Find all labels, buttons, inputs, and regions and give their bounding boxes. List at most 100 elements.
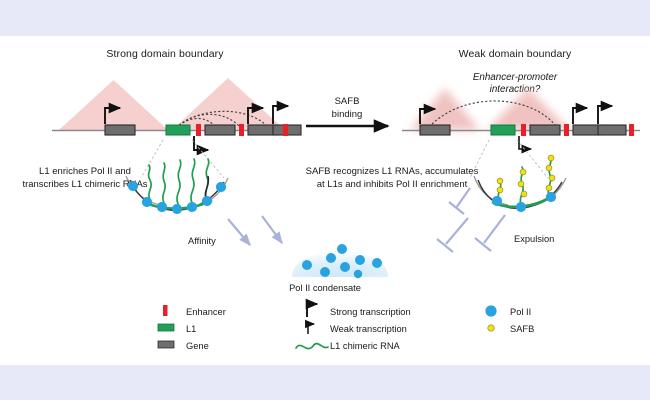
dna-strand-tail [473, 175, 509, 206]
left-domain-triangles [59, 78, 285, 130]
weak-transcription-arrow [518, 136, 533, 154]
enhancer-block [564, 124, 569, 136]
l1-swatch [157, 323, 175, 332]
safb-dot [517, 180, 525, 188]
gene-block [572, 124, 602, 136]
safb-particle-group [496, 154, 556, 198]
left-caption-line2: transcribes L1 chimeric RNAs [22, 178, 148, 190]
right-track-features [419, 100, 634, 154]
left-panel-caption: L1 enriches Pol II and transcribes L1 ch… [5, 166, 165, 191]
strong-transcription-arrow [272, 100, 290, 124]
right-caption-line1: SAFB recognizes L1 RNAs, accumulates [305, 166, 479, 177]
top-decorative-band [0, 0, 650, 36]
polii-dot [186, 201, 198, 213]
left-zoom-guides [140, 139, 225, 179]
left-dashed-arcs [175, 110, 269, 129]
strong-transcription-arrow [305, 298, 319, 317]
legend-label-enhancer: Enhancer [186, 307, 226, 317]
affinity-arrow [261, 215, 283, 245]
polii-dot [171, 203, 183, 215]
expulsion-arrow-group [436, 187, 506, 253]
left-caption-line1: L1 enriches Pol II and [39, 166, 131, 177]
gene-block [104, 124, 136, 136]
left-track-features [104, 100, 302, 156]
safb-dot [545, 184, 553, 192]
legend-label-strong-transcription: Strong transcription [330, 307, 411, 317]
gene-swatch [157, 340, 175, 349]
polii-dot [340, 262, 350, 272]
legend-label-weak-transcription: Weak transcription [330, 324, 407, 334]
affinity-label: Affinity [188, 236, 216, 246]
legend-label-gene: Gene [186, 341, 209, 351]
polii-dot [355, 255, 365, 265]
polii-dot [353, 269, 363, 279]
polii-dot [337, 244, 347, 254]
l1-chimeric-rna-group [497, 156, 552, 206]
l1-block [165, 124, 191, 136]
l1-chimeric-rna-group [147, 158, 210, 205]
right-safb-inset [473, 154, 567, 213]
condensate-dot-group [302, 244, 382, 279]
weak-transcription-arrow [305, 319, 316, 334]
polii-dot [141, 196, 153, 208]
safb-dot [496, 177, 504, 185]
legend-markers [157, 298, 497, 350]
safb-dot [496, 186, 504, 194]
enhancer-block [196, 124, 201, 136]
left-polii-inset [125, 158, 229, 215]
condensate-label: Pol II condensate [289, 283, 361, 293]
enhancer-block [283, 124, 288, 136]
gene-block [597, 124, 627, 136]
polii-particle-group [127, 180, 227, 215]
polii-dot [515, 201, 527, 213]
strong-transcription-arrow [247, 102, 265, 124]
enhancer-promoter-annotation-line1: Enhancer-promoter [472, 72, 558, 83]
right-zoom-guides [469, 139, 549, 179]
polii-dot [320, 267, 330, 277]
safb-dot [548, 174, 556, 182]
polii-dot [127, 180, 139, 192]
polii-dot [372, 258, 382, 268]
legend-label-l1-chimeric-rna: L1 chimeric RNA [330, 341, 400, 351]
right-dashed-arc [431, 100, 557, 127]
strong-transcription-arrow [597, 100, 614, 124]
safb-dot [545, 164, 553, 172]
enhancer-swatch [163, 305, 168, 316]
affinity-arrow [227, 218, 251, 247]
gene-block [204, 124, 236, 136]
polii-dot [326, 253, 336, 263]
polii-dot [201, 195, 213, 207]
strong-transcription-arrow [572, 102, 589, 124]
right-panel-title: Weak domain boundary [458, 48, 572, 60]
l1-transcription-arrow [193, 136, 210, 156]
expulsion-inhibition-arrow [474, 214, 506, 252]
strong-transcription-arrow [419, 103, 437, 124]
right-panel-caption: SAFB recognizes L1 RNAs, accumulates at … [292, 166, 492, 191]
safb-dot [547, 154, 555, 162]
expulsion-label: Expulsion [514, 234, 555, 244]
strong-transcription-arrow [104, 102, 122, 124]
polii-condensate [292, 244, 388, 279]
polii-dot [302, 260, 312, 270]
expulsion-inhibition-arrow [448, 187, 471, 215]
polii-particle-group [491, 191, 557, 213]
enhancer-block [629, 124, 634, 136]
left-panel-title: Strong domain boundary [106, 48, 224, 60]
gene-block [529, 124, 561, 136]
safb-binding-label: SAFB binding [312, 96, 382, 121]
polii-dot [491, 195, 503, 207]
bottom-decorative-band [0, 365, 650, 400]
rna-squiggle [295, 342, 329, 350]
enhancer-block [239, 124, 244, 136]
affinity-arrow-group [227, 215, 283, 247]
polii-dot [545, 191, 557, 203]
enhancer-promoter-annotation-line2: interaction? [489, 84, 541, 95]
polii-dot [215, 181, 227, 193]
expulsion-inhibition-arrow [436, 217, 469, 253]
legend-label-l1: L1 [186, 324, 197, 334]
safb-dot [487, 324, 495, 332]
safb-dot [519, 168, 527, 176]
polii-dot [156, 201, 168, 213]
enhancer-promoter-annotation: Enhancer-promoter interaction? [430, 72, 600, 96]
legend-label-polii: Pol II [510, 307, 532, 317]
